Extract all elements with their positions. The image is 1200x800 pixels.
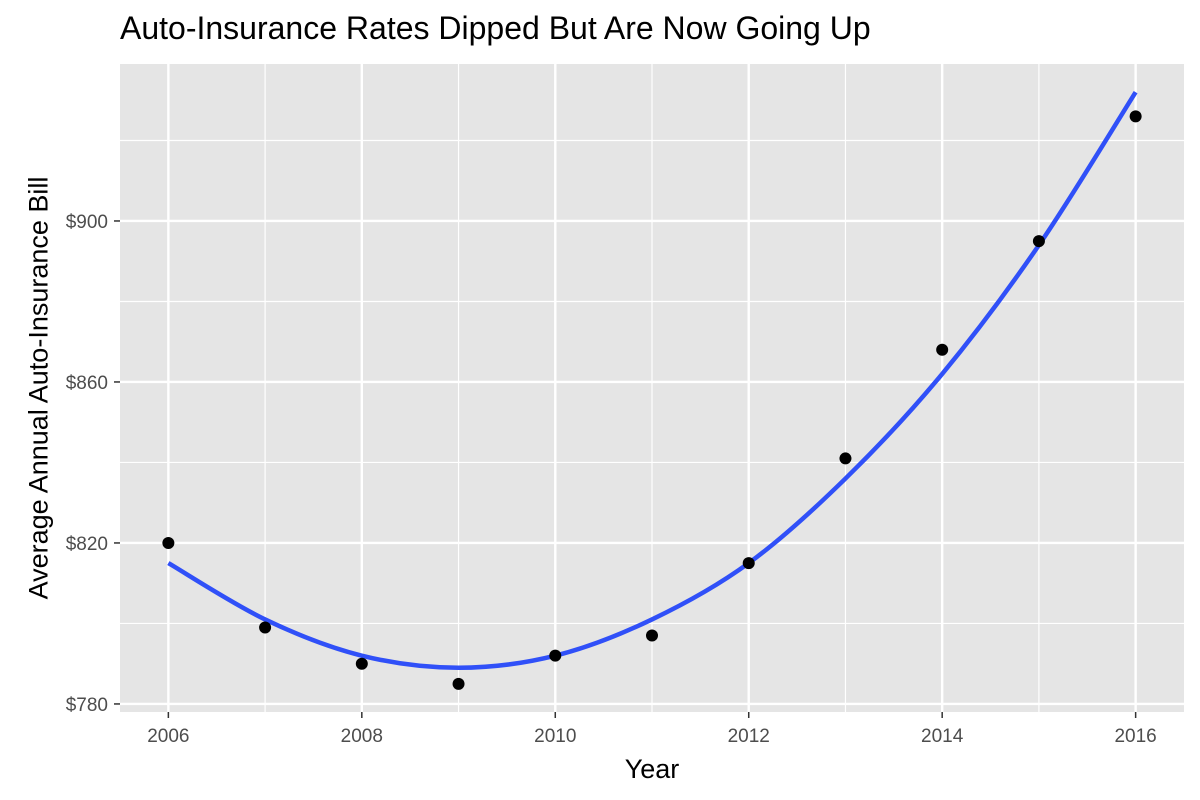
y-tick-label: $860 <box>66 373 108 394</box>
x-tick-label: 2012 <box>728 726 770 747</box>
data-point <box>549 649 562 662</box>
data-points <box>162 110 1142 690</box>
data-point <box>1129 110 1142 123</box>
x-tick-label: 2016 <box>1114 726 1156 747</box>
x-tick-label: 2008 <box>341 726 383 747</box>
data-point <box>936 343 949 356</box>
data-point <box>1032 235 1045 248</box>
minor-gridlines <box>120 64 1184 712</box>
data-point <box>742 557 755 570</box>
x-axis-ticks: 2006 2008 2010 2012 2014 2016 <box>147 712 1157 747</box>
x-tick-label: 2014 <box>921 726 964 747</box>
y-tick-label: $820 <box>66 534 108 555</box>
data-point <box>646 629 658 642</box>
data-point <box>259 621 272 634</box>
chart-title: Auto-Insurance Rates Dipped But Are Now … <box>120 10 871 46</box>
x-tick-label: 2010 <box>534 726 576 747</box>
data-point <box>355 657 368 670</box>
y-axis-title: Average Annual Auto-Insurance Bill <box>23 177 53 600</box>
data-point <box>452 677 465 690</box>
y-tick-label: $900 <box>66 212 108 233</box>
y-axis-ticks: $780 $820 $860 $900 <box>66 212 120 716</box>
x-tick-label: 2006 <box>147 726 189 747</box>
data-point <box>839 452 852 465</box>
x-axis-title: Year <box>625 754 680 784</box>
trend-line <box>167 90 1138 670</box>
data-point <box>162 536 175 549</box>
major-gridlines <box>120 64 1184 712</box>
y-tick-label: $780 <box>66 695 108 716</box>
